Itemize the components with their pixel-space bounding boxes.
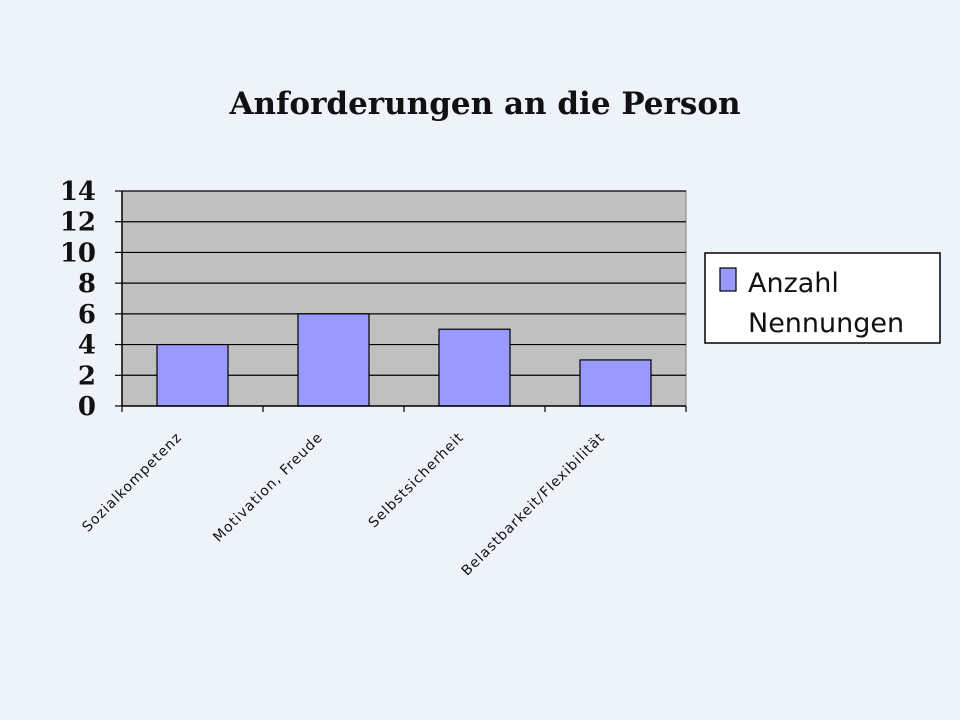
y-tick-label: 2: [78, 361, 96, 391]
y-tick-label: 6: [78, 300, 96, 330]
x-tick-label: Motivation, Freude: [210, 430, 326, 546]
bar: [297, 313, 370, 407]
legend-label: Nennungen: [748, 308, 904, 339]
legend: Anzahl Nennungen: [704, 252, 941, 344]
bars: [156, 313, 652, 407]
x-tick-label: Belastbarkeit/Flexibilität: [459, 430, 609, 580]
y-tick-label: 10: [60, 238, 96, 268]
bar: [156, 343, 229, 407]
bar: [579, 359, 652, 407]
x-axis-ticks: Sozialkompetenz Motivation, Freude Selbsts…: [79, 430, 608, 580]
chart-title: Anforderungen an die Person: [228, 86, 740, 122]
y-tick-label: 8: [78, 269, 96, 299]
legend-box: [704, 252, 941, 344]
legend-swatch: [719, 267, 737, 292]
y-tick-label: 14: [60, 177, 96, 207]
x-tick-label: Selbstsicherheit: [366, 430, 468, 532]
bar: [438, 328, 511, 407]
y-tick-label: 4: [78, 331, 96, 361]
axes: [115, 190, 687, 412]
x-tick-label: Sozialkompetenz: [79, 430, 185, 536]
y-tick-label: 0: [78, 392, 96, 422]
legend-label: Anzahl: [748, 268, 839, 299]
y-tick-label: 12: [60, 208, 96, 238]
